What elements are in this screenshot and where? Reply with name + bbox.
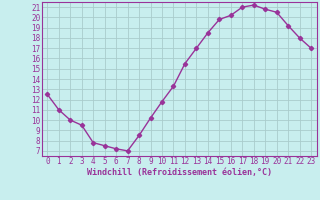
X-axis label: Windchill (Refroidissement éolien,°C): Windchill (Refroidissement éolien,°C): [87, 168, 272, 177]
